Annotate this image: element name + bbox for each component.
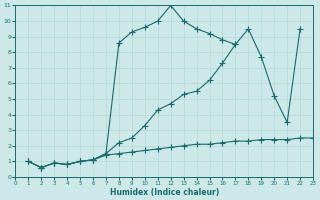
X-axis label: Humidex (Indice chaleur): Humidex (Indice chaleur) bbox=[109, 188, 219, 197]
